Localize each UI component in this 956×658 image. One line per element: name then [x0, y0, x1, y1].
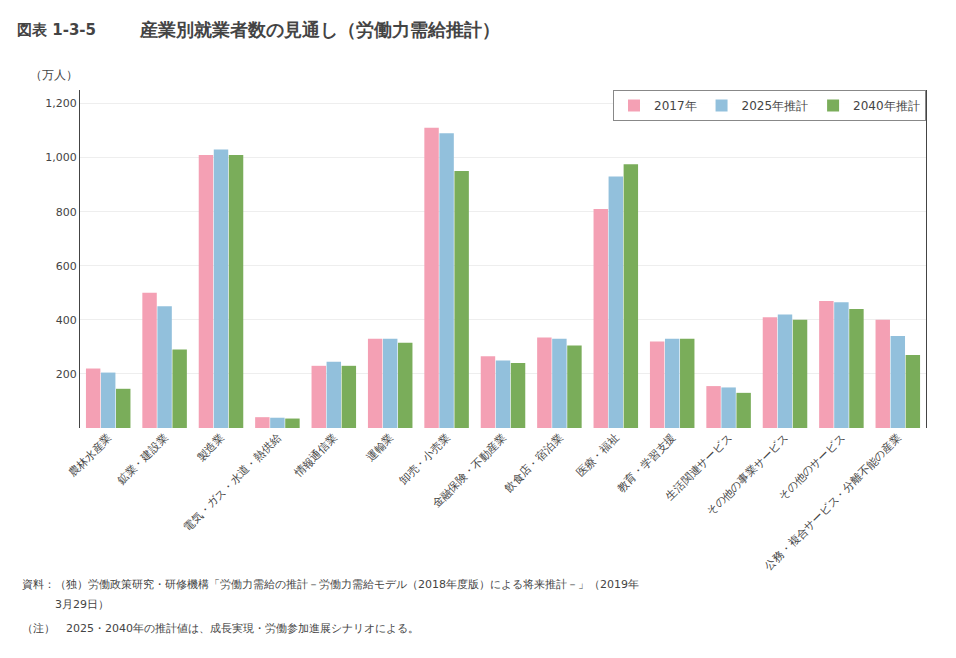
svg-text:200: 200: [56, 368, 77, 381]
svg-text:金融保険・不動産業: 金融保険・不動産業: [430, 431, 509, 510]
svg-text:（万人）: （万人）: [30, 68, 78, 82]
svg-text:生活関連サービス: 生活関連サービス: [663, 431, 734, 502]
svg-text:（注） 2025・2040年の推計値は、成長実現・労働参加進: （注） 2025・2040年の推計値は、成長実現・労働参加進展シナリオによる。: [22, 622, 419, 635]
svg-text:教育・学習支援: 教育・学習支援: [615, 431, 679, 495]
svg-text:資料：（独）労働政策研究・研修機構「労働力需給の推計－労働力: 資料：（独）労働政策研究・研修機構「労働力需給の推計－労働力需給モデル（2018…: [22, 578, 639, 591]
svg-text:800: 800: [56, 206, 77, 219]
svg-text:公務・複合サービス・分離不能の産業: 公務・複合サービス・分離不能の産業: [762, 431, 903, 572]
svg-text:鉱業・建設業: 鉱業・建設業: [115, 431, 171, 487]
svg-text:1,000: 1,000: [45, 151, 77, 164]
svg-text:運輸業: 運輸業: [364, 431, 397, 464]
svg-text:1,200: 1,200: [45, 97, 77, 110]
svg-text:卸売・小売業: 卸売・小売業: [397, 431, 453, 487]
svg-text:その他の事業サービス: その他の事業サービス: [704, 431, 791, 518]
svg-text:医療・福祉: 医療・福祉: [574, 431, 622, 479]
svg-text:製造業: 製造業: [194, 431, 227, 464]
svg-text:情報通信業: 情報通信業: [291, 431, 340, 480]
svg-text:電気・ガス・水道・熱供給: 電気・ガス・水道・熱供給: [181, 431, 284, 534]
svg-text:農林水産業: 農林水産業: [66, 431, 114, 479]
svg-text:産業別就業者数の見通し（労働力需給推計）: 産業別就業者数の見通し（労働力需給推計）: [139, 19, 500, 40]
svg-text:3月29日）: 3月29日）: [22, 598, 109, 611]
svg-text:2025年推計: 2025年推計: [742, 99, 809, 113]
svg-text:図表 1-3-5: 図表 1-3-5: [17, 21, 96, 39]
svg-text:飲食店・宿泊業: 飲食店・宿泊業: [502, 431, 566, 495]
svg-text:2017年: 2017年: [654, 99, 697, 113]
svg-text:400: 400: [56, 314, 77, 327]
svg-text:2040年推計: 2040年推計: [853, 99, 920, 113]
svg-text:600: 600: [56, 260, 77, 273]
svg-text:その他のサービス: その他のサービス: [776, 431, 847, 502]
